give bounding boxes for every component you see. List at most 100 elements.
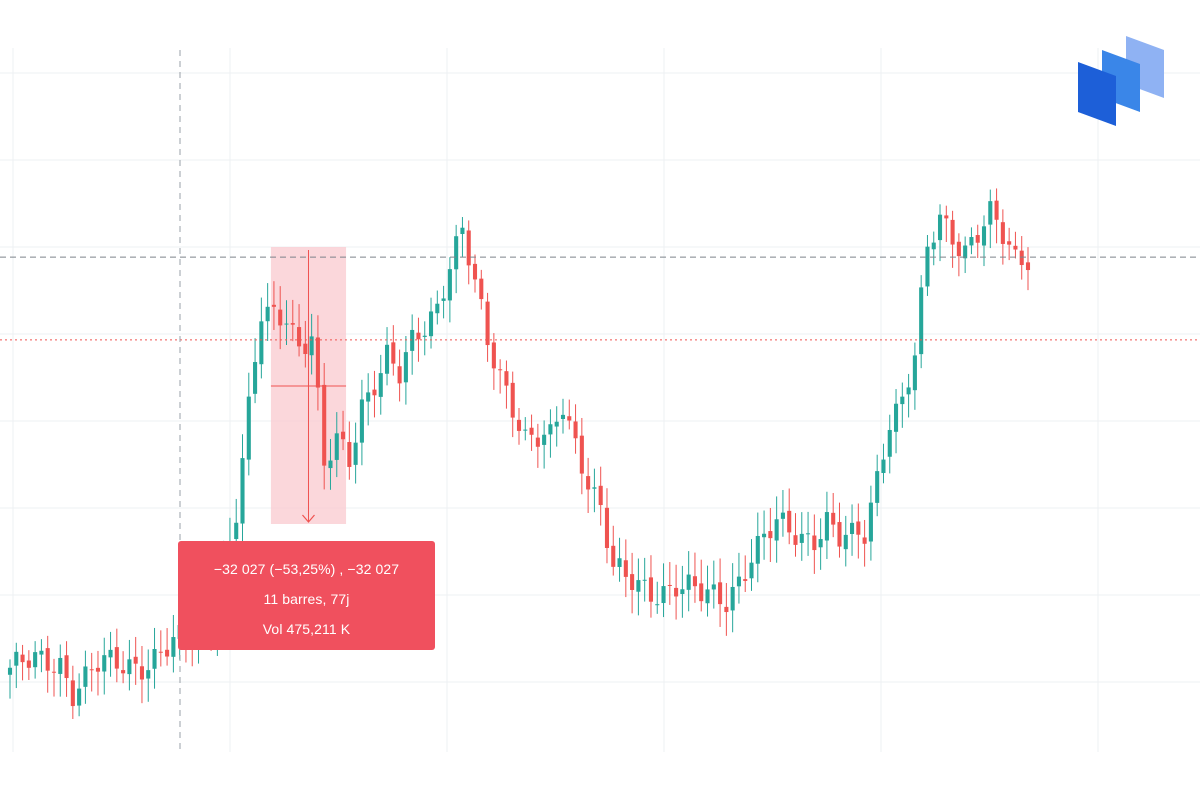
candle-body bbox=[491, 342, 496, 369]
candle-body bbox=[83, 666, 88, 687]
candle-body bbox=[567, 416, 572, 421]
candle-body bbox=[366, 392, 371, 402]
candle-body bbox=[692, 576, 697, 587]
candle-body bbox=[39, 650, 44, 655]
candle-body bbox=[372, 389, 377, 396]
candle-body bbox=[121, 670, 126, 674]
candle-body bbox=[831, 512, 836, 525]
candle-body bbox=[271, 304, 276, 307]
candle-body bbox=[114, 647, 119, 669]
candle-body bbox=[661, 586, 666, 604]
candle-body bbox=[498, 369, 503, 371]
candle-body bbox=[1000, 222, 1005, 244]
candle-body bbox=[64, 655, 69, 679]
brand-logo-icon bbox=[1078, 36, 1164, 126]
candle-body bbox=[265, 306, 270, 322]
candle-body bbox=[812, 535, 817, 551]
candle-body bbox=[906, 387, 911, 395]
candle-body bbox=[944, 215, 949, 219]
candle-body bbox=[58, 657, 63, 674]
candle-body bbox=[33, 652, 38, 668]
candle-body bbox=[45, 648, 50, 671]
candle-body bbox=[611, 545, 616, 567]
candle-body bbox=[1025, 262, 1031, 271]
candle-body bbox=[253, 362, 258, 394]
candle-body bbox=[472, 263, 478, 280]
candle-body bbox=[416, 332, 421, 340]
candle-body bbox=[843, 534, 848, 550]
candle-body bbox=[988, 201, 993, 225]
candle-body bbox=[328, 460, 333, 469]
candle-body bbox=[736, 576, 741, 587]
candle-body bbox=[856, 521, 861, 535]
measure-change-text: −32 027 (−53,25%) , −32 027 bbox=[213, 561, 400, 577]
candle-body bbox=[850, 522, 855, 534]
candle-body bbox=[89, 669, 94, 671]
candle-body bbox=[428, 311, 434, 337]
candle-body bbox=[334, 433, 339, 460]
candle-body bbox=[617, 558, 622, 567]
candle-body bbox=[529, 427, 534, 435]
candle-body bbox=[975, 235, 980, 243]
candle-body bbox=[523, 429, 528, 431]
candle-body bbox=[102, 655, 107, 672]
candle-body bbox=[479, 278, 484, 300]
candle-body bbox=[592, 487, 597, 489]
candle-body bbox=[95, 667, 101, 672]
candle-body bbox=[384, 344, 390, 374]
candle-body bbox=[925, 246, 930, 287]
candle-body bbox=[397, 366, 402, 384]
candle-body bbox=[711, 584, 716, 590]
candle-body bbox=[862, 537, 867, 544]
candle-body bbox=[447, 269, 452, 301]
candle-body bbox=[315, 337, 320, 388]
candle-body bbox=[341, 431, 346, 440]
measure-arrow-head bbox=[302, 514, 315, 523]
candle-body bbox=[158, 651, 163, 653]
candle-body bbox=[793, 535, 798, 545]
candle-body bbox=[981, 226, 987, 246]
candle-body bbox=[165, 649, 170, 657]
candle-body bbox=[347, 442, 352, 467]
candle-body bbox=[931, 242, 936, 250]
candle-body bbox=[108, 649, 113, 658]
candle-body bbox=[937, 214, 943, 241]
candle-body bbox=[171, 637, 176, 657]
candle-body bbox=[780, 512, 785, 519]
candle-body bbox=[787, 510, 792, 533]
candle-body bbox=[636, 580, 641, 592]
candle-body bbox=[77, 688, 82, 706]
candle-body bbox=[799, 533, 804, 543]
candle-body bbox=[240, 458, 245, 524]
candle-body bbox=[604, 507, 610, 548]
candle-body bbox=[542, 434, 547, 445]
candle-body bbox=[868, 502, 873, 542]
candle-body bbox=[378, 373, 383, 397]
candle-body bbox=[1007, 241, 1012, 245]
candle-body bbox=[535, 437, 540, 447]
candle-body bbox=[554, 421, 559, 427]
candle-body bbox=[422, 335, 427, 337]
candle-body bbox=[410, 329, 415, 351]
candle-body bbox=[510, 382, 515, 418]
candle-body bbox=[70, 680, 75, 707]
candle-body bbox=[963, 245, 968, 259]
candle-body bbox=[969, 237, 974, 246]
candle-body bbox=[893, 403, 899, 432]
candle-body bbox=[875, 471, 880, 503]
candle-body bbox=[353, 442, 358, 465]
candle-body bbox=[133, 656, 138, 664]
candle-body bbox=[454, 236, 459, 270]
candle-body bbox=[548, 424, 553, 435]
candle-body bbox=[290, 323, 295, 325]
candle-body bbox=[686, 574, 691, 590]
candle-body bbox=[403, 352, 408, 383]
candle-body bbox=[768, 531, 773, 539]
candle-body bbox=[912, 355, 917, 391]
candle-body bbox=[881, 459, 886, 474]
candle-body bbox=[598, 485, 603, 506]
candle-body bbox=[516, 419, 522, 431]
candle-body bbox=[724, 606, 729, 613]
